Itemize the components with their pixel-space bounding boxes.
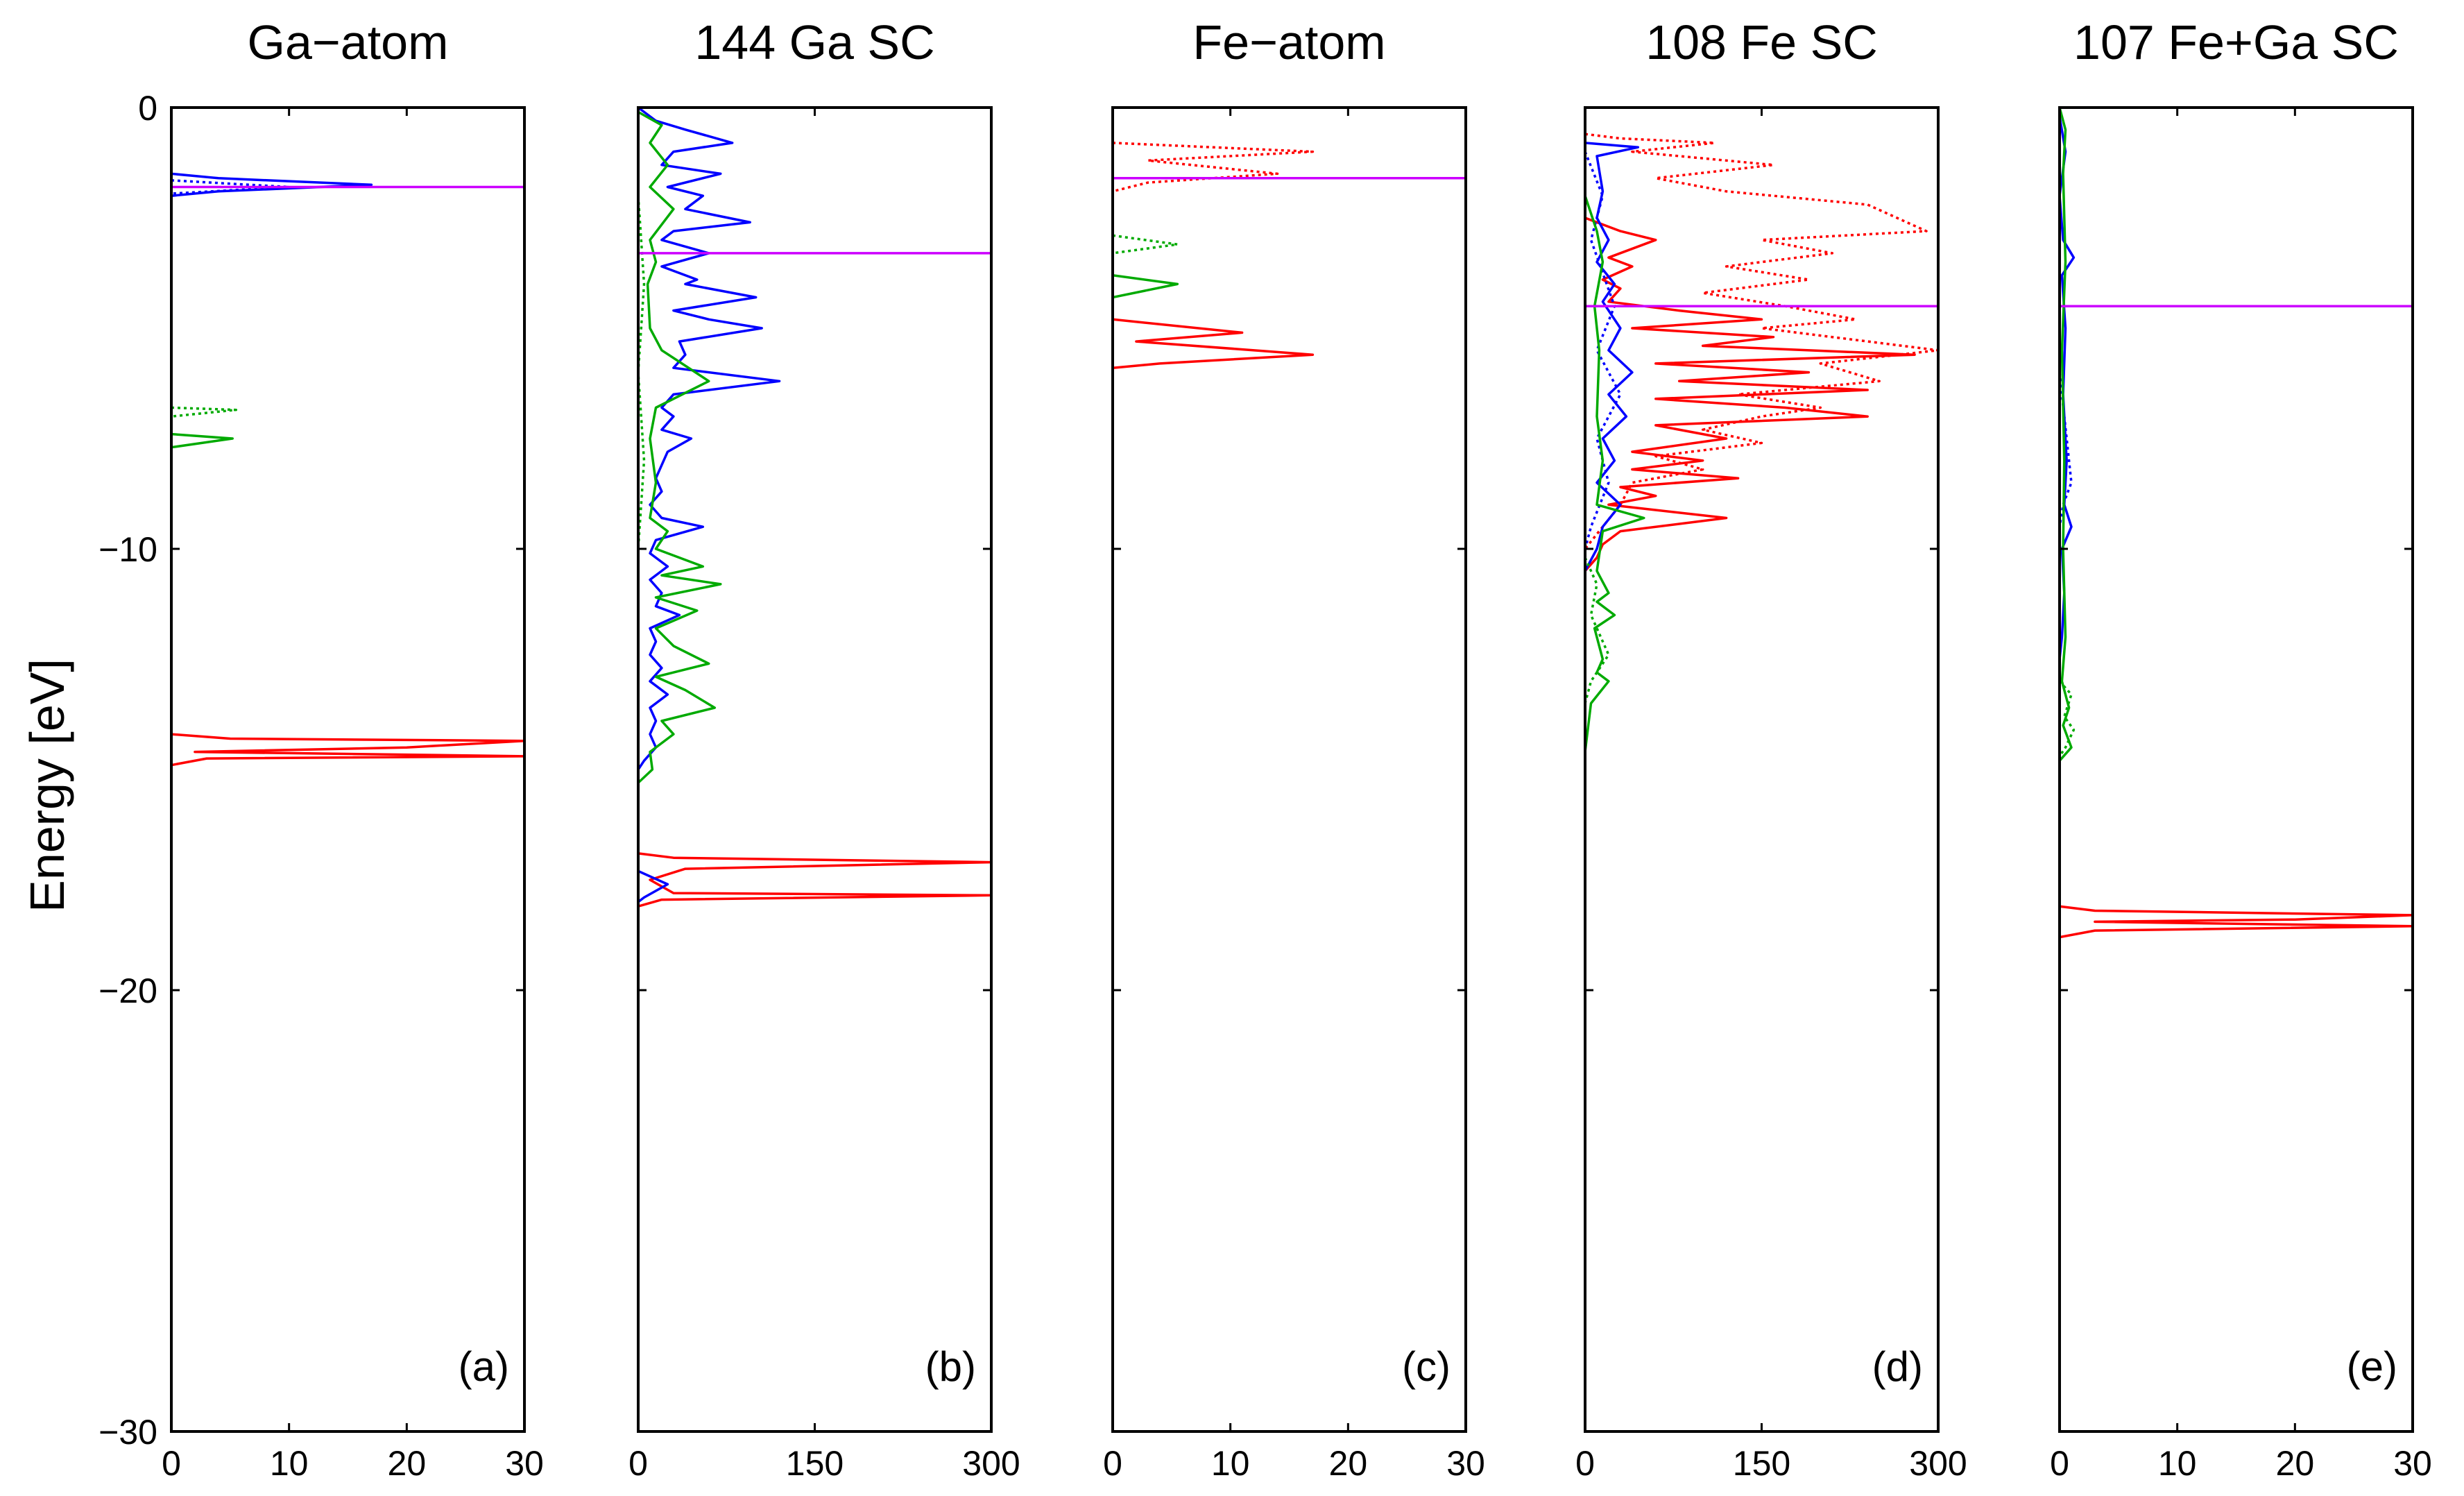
- dos-series-p-solid: [171, 172, 373, 197]
- x-tick-label: 30: [1446, 1444, 1485, 1483]
- x-tick-label: 10: [1211, 1444, 1250, 1483]
- y-tick-label: 0: [138, 89, 157, 128]
- panel-label: (b): [925, 1343, 976, 1390]
- dos-series-d-dotted: [2060, 680, 2076, 757]
- dos-series-d-dotted: [638, 196, 646, 550]
- dos-series-s-solid: [638, 852, 991, 908]
- plot-frame: [2058, 106, 2414, 1433]
- dos-series-d-up-solid: [1113, 318, 1315, 369]
- x-tick-label: 0: [1575, 1444, 1595, 1483]
- y-axis-label: Energy [eV]: [20, 658, 74, 912]
- dos-series-p-solid: [638, 108, 781, 903]
- x-tick-label: 20: [388, 1444, 427, 1483]
- x-tick-label: 20: [1329, 1444, 1368, 1483]
- panel-title: 107 Fe+Ga SC: [2073, 15, 2399, 69]
- x-tick-label: 10: [270, 1444, 309, 1483]
- dos-series-s-solid: [171, 733, 524, 767]
- panel-title: 108 Fe SC: [1645, 15, 1878, 69]
- series-group: [2060, 108, 2413, 939]
- panel-2: 144 Ga SC 0 150 300 (b): [628, 15, 1020, 1483]
- series-group: [1585, 133, 1938, 752]
- x-tick-label: 10: [2158, 1444, 2197, 1483]
- x-tick-label: 0: [628, 1444, 648, 1483]
- x-tick-label: 20: [2276, 1444, 2315, 1483]
- x-tick-label: 150: [786, 1444, 844, 1483]
- dos-series-d-dotted: [1585, 556, 1610, 704]
- panel-label: (a): [459, 1343, 509, 1390]
- panel-label: (d): [1872, 1343, 1923, 1390]
- panel-title: Fe−atom: [1192, 15, 1385, 69]
- plot-frame: [170, 106, 526, 1433]
- x-tick-label: 0: [162, 1444, 181, 1483]
- series-group: [1113, 142, 1466, 369]
- plot-frame: [1111, 106, 1467, 1433]
- plot-frame: [637, 106, 993, 1433]
- x-tick-label: 150: [1733, 1444, 1790, 1483]
- dos-series-d-solid: [638, 110, 722, 784]
- dos-series-p-dotted: [171, 179, 291, 195]
- panel-5: 107 Fe+Ga SC 0 10 20 30 (e): [2050, 15, 2432, 1483]
- panel-title: Ga−atom: [248, 15, 449, 69]
- panel-label: (e): [2347, 1343, 2397, 1390]
- series-group: [171, 172, 524, 767]
- dos-series-s-solid: [2060, 905, 2413, 939]
- x-tick-label: 30: [505, 1444, 544, 1483]
- dos-series-s-down-dotted: [1113, 234, 1179, 255]
- dos-series-s-up-solid: [1113, 273, 1179, 299]
- dos-series-d-dotted: [171, 406, 238, 418]
- x-tick-label: 0: [1103, 1444, 1122, 1483]
- y-tick-label: −30: [99, 1413, 157, 1452]
- dos-series-d-down-dotted: [1113, 142, 1315, 193]
- y-tick-label: −10: [99, 530, 157, 569]
- series-group: [638, 108, 991, 908]
- dos-series-d-solid: [1585, 195, 1645, 752]
- dos-series-p-dotted: [1585, 151, 1622, 550]
- y-tick-label: −20: [99, 971, 157, 1010]
- x-tick-label: 0: [2050, 1444, 2069, 1483]
- x-tick-label: 300: [1909, 1444, 1967, 1483]
- x-tick-label: 300: [962, 1444, 1020, 1483]
- panel-4: 108 Fe SC 0 150 300 (d): [1575, 15, 1967, 1483]
- panel-3: Fe−atom 0 10 20 30 (c): [1103, 15, 1485, 1483]
- panel-title: 144 Ga SC: [694, 15, 934, 69]
- dos-series-d-solid: [171, 432, 234, 449]
- dos-series-d-down-dotted: [1585, 133, 1938, 550]
- panel-label: (c): [1402, 1343, 1451, 1390]
- x-tick-label: 30: [2393, 1444, 2432, 1483]
